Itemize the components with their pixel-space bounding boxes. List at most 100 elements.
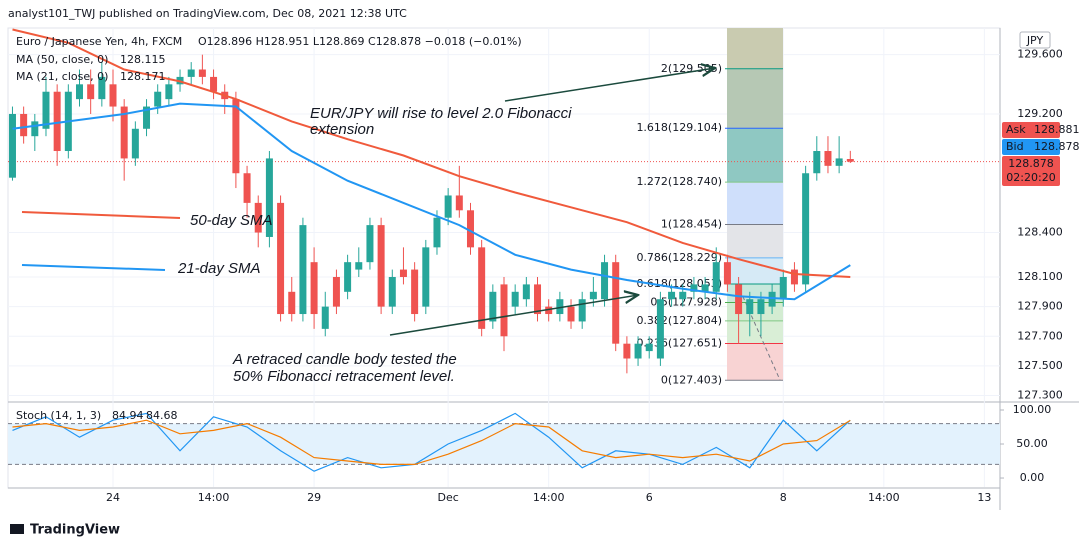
y-tick-label: 128.400: [1017, 226, 1063, 239]
stoch-line: [12, 419, 851, 465]
x-tick-label: 8: [780, 491, 787, 504]
candle-body: [545, 306, 553, 315]
fib-label: 1.618(129.104): [636, 121, 722, 134]
candle-body: [757, 299, 765, 315]
y-tick-label: 129.200: [1017, 107, 1063, 120]
candle-body: [489, 291, 497, 322]
annotation: 50-day SMA: [190, 212, 273, 229]
candle-body: [254, 202, 262, 233]
candle-body: [321, 306, 329, 329]
candle-body: [131, 128, 139, 159]
candle-body: [790, 269, 798, 285]
candle-body: [344, 262, 352, 292]
y-tick-label: 127.700: [1017, 329, 1063, 342]
candle-body: [478, 247, 486, 329]
last-price-box: [1002, 156, 1060, 186]
candle-body: [120, 106, 128, 159]
candle-body: [310, 262, 318, 315]
candle-body: [723, 262, 731, 285]
candle-body: [712, 262, 720, 292]
x-tick-label: 29: [307, 491, 321, 504]
candle-body: [735, 284, 743, 315]
stoch-tick-label: 100.00: [1013, 403, 1052, 416]
y-tick-label: 128.100: [1017, 270, 1063, 283]
fib-label: 0.786(128.229): [636, 251, 722, 264]
candle-body: [813, 151, 821, 174]
fib-label: 1.272(128.740): [636, 175, 722, 188]
fib-zone: [727, 257, 783, 284]
bid-label: Bid: [1006, 140, 1024, 153]
candle-body: [824, 151, 832, 166]
ma-value: 128.171: [120, 70, 166, 83]
stoch-tick-label: 50.00: [1016, 437, 1048, 450]
candle-body: [534, 284, 542, 315]
x-tick-label: 24: [106, 491, 120, 504]
currency: JPY: [1026, 34, 1044, 47]
candle-body: [578, 299, 586, 322]
candle-body: [232, 99, 240, 174]
moving-average: [12, 28, 851, 278]
candle-body: [355, 262, 363, 270]
fib-zone: [727, 224, 783, 258]
fib-label: 0(127.403): [661, 373, 722, 386]
candle-body: [679, 291, 687, 300]
candle-body: [243, 173, 251, 203]
candle-body: [668, 291, 676, 300]
fib-zone: [727, 320, 783, 344]
candle-body: [601, 262, 609, 300]
candle-body: [656, 299, 664, 359]
x-tick-label: 6: [646, 491, 653, 504]
candle-body: [210, 76, 218, 92]
candle-body: [567, 306, 575, 322]
candle-body: [332, 276, 340, 307]
bid-box: [1002, 139, 1060, 155]
candle-body: [8, 113, 16, 178]
ma-name: MA (50, close, 0): [16, 53, 108, 66]
candle-body: [556, 299, 564, 315]
candle-body: [109, 84, 117, 107]
annotation: A retraced candle body tested the: [232, 351, 457, 368]
candle-body: [701, 284, 709, 292]
x-tick-label: Dec: [437, 491, 458, 504]
annotation: EUR/JPY will rise to level 2.0 Fibonacci: [310, 105, 572, 122]
candle-body: [779, 276, 787, 300]
candle-body: [87, 84, 95, 100]
ohlc: O128.896 H128.951 L128.869 C128.878 −0.0…: [198, 35, 522, 48]
candle-body: [53, 91, 61, 152]
fib-zone: [727, 343, 783, 381]
y-tick-label: 127.500: [1017, 359, 1063, 372]
candle-body: [522, 284, 530, 300]
fib-label: 0.618(128.053): [636, 277, 722, 290]
candle-body: [31, 121, 39, 137]
stoch-value: 84.68: [146, 409, 178, 422]
candle-body: [42, 91, 50, 129]
ma-name: MA (21, close, 0): [16, 70, 108, 83]
fib-label: 1(128.454): [661, 218, 722, 231]
candle-body: [98, 76, 106, 100]
candle-body: [265, 158, 273, 237]
candle-body: [366, 225, 374, 263]
ask-label: Ask: [1006, 123, 1026, 136]
y-tick-label: 129.600: [1017, 48, 1063, 61]
moving-average: [12, 102, 851, 301]
ask-value: 128.881: [1034, 123, 1079, 136]
sma-pointer: [21, 264, 166, 271]
fib-label: 0.382(127.804): [636, 314, 722, 327]
arrow: [389, 295, 638, 336]
candle-body: [746, 299, 754, 315]
candle-body: [165, 84, 173, 100]
last-price: 128.878: [1008, 157, 1054, 170]
candle-body: [690, 284, 698, 292]
stoch-tick-label: 0.00: [1020, 471, 1045, 484]
candle-body: [277, 202, 285, 315]
publisher: analyst101_TWJ published on TradingView.…: [8, 7, 407, 20]
candle-body: [802, 173, 810, 285]
fib-zone: [727, 128, 783, 183]
candle-body: [187, 69, 195, 77]
x-tick-label: 14:00: [198, 491, 230, 504]
candle-body: [500, 284, 508, 337]
annotation: 21-day SMA: [177, 260, 261, 277]
fib-top-zone: [727, 28, 783, 69]
brand: TradingView: [30, 523, 120, 538]
